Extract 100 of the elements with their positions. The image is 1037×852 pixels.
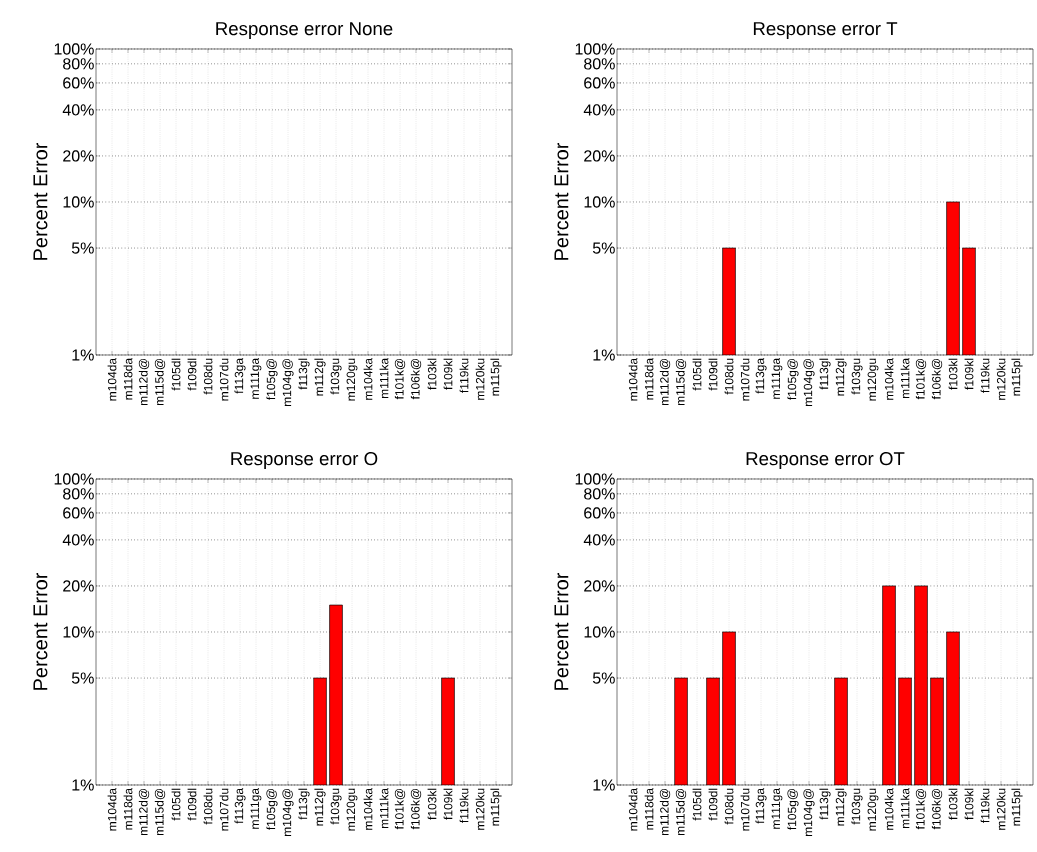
x-tick-label: f103kl	[427, 788, 437, 820]
x-tick-label: f109dl	[708, 358, 718, 391]
x-tick-label: m118da	[644, 357, 654, 400]
x-tick-label: f106k@	[410, 788, 422, 830]
x-tick-label: f113gl	[819, 788, 831, 820]
x-tick-label: f101k@	[394, 788, 406, 830]
x-tick-label: m118da	[123, 357, 133, 400]
x-tick-label: f113ga	[755, 787, 767, 824]
x-tick-label: m104g@	[282, 788, 294, 837]
x-tick-label: f106k@	[931, 358, 943, 400]
y-tick-label: 100%	[54, 473, 94, 485]
y-tick-label: 20%	[63, 150, 94, 162]
x-tick-label: f101k@	[394, 358, 406, 400]
x-tick-label: m104da	[628, 787, 638, 831]
y-tick-label: 80%	[63, 488, 94, 500]
x-tick-label: f103gu	[330, 788, 342, 825]
y-tick-label: 5%	[71, 672, 94, 684]
chart-title: Response error OT	[746, 452, 905, 469]
x-tick-label: m115pl	[1011, 788, 1023, 826]
y-tick-label: 10%	[584, 196, 615, 208]
y-tick-label: 60%	[584, 77, 615, 89]
x-tick-label: f108du	[203, 358, 213, 395]
y-tick-label: 5%	[71, 242, 94, 254]
x-tick-label: f113ga	[755, 357, 767, 394]
y-tick-label: 100%	[575, 43, 615, 55]
x-tick-label: m115pl	[490, 788, 502, 826]
x-tick-label: f106k@	[410, 358, 422, 400]
x-tick-label: f103gu	[851, 358, 863, 395]
x-tick-label: f109dl	[187, 788, 197, 821]
x-tick-label: f108du	[724, 358, 734, 395]
x-tick-label: m104ka	[884, 787, 894, 830]
x-tick-label: m115pl	[1011, 358, 1023, 396]
x-tick-label: f109dl	[708, 788, 718, 821]
x-tick-label: f101k@	[915, 788, 927, 830]
y-tick-label: 5%	[592, 672, 615, 684]
x-tick-label: f119ku	[459, 788, 469, 823]
x-tick-label: m112gl	[314, 788, 326, 826]
x-tick-label: m104da	[107, 357, 117, 401]
x-tick-label: m120gu	[867, 358, 879, 401]
x-tick-label: m118da	[123, 787, 133, 830]
y-tick-label: 40%	[62, 104, 94, 116]
x-tick-label: m115pl	[490, 358, 502, 396]
x-tick-label: m120gu	[867, 788, 879, 831]
y-tick-label: 1%	[72, 779, 94, 791]
chart-title: Response error T	[753, 22, 898, 39]
x-tick-label: m111ga	[250, 357, 262, 399]
y-tick-label: 60%	[63, 77, 94, 89]
x-tick-label: f103kl	[427, 358, 437, 390]
x-tick-label: f103kl	[948, 788, 958, 820]
x-tick-label: m115d@	[675, 358, 687, 406]
x-tick-label: f105dl	[692, 358, 702, 391]
y-tick-label: 40%	[62, 534, 94, 546]
y-tick-label: 20%	[584, 580, 615, 592]
x-tick-label: m115d@	[675, 788, 687, 836]
y-tick-label: 60%	[63, 507, 94, 519]
x-tick-label: f113ga	[234, 357, 246, 394]
x-tick-label: f113gl	[298, 358, 310, 390]
x-tick-label: f105g@	[266, 358, 278, 400]
x-tick-label: m120gu	[346, 788, 358, 831]
x-tick-label: f113ga	[234, 787, 246, 824]
x-tick-label: f103gu	[851, 788, 863, 825]
x-tick-label: f119ku	[459, 358, 469, 393]
y-tick-label: 100%	[575, 473, 615, 485]
x-tick-label: m107du	[219, 788, 229, 831]
x-tick-label: f109dl	[187, 358, 197, 391]
y-tick-label: 60%	[584, 507, 615, 519]
y-tick-label: 1%	[593, 779, 615, 791]
x-tick-label: m112d@	[659, 788, 671, 836]
x-tick-label: f105g@	[787, 788, 799, 830]
y-tick-label: 5%	[592, 242, 615, 254]
y-tick-label: 20%	[584, 150, 615, 162]
y-tick-label: 40%	[583, 534, 615, 546]
x-tick-label: f105dl	[171, 358, 181, 391]
y-axis-title: Percent Error	[554, 142, 569, 260]
y-tick-label: 40%	[583, 104, 615, 116]
y-axis-title: Percent Error	[33, 142, 48, 260]
x-tick-label: f105g@	[266, 788, 278, 830]
x-tick-label: m112gl	[314, 358, 326, 396]
x-tick-label: m104g@	[803, 788, 815, 837]
x-tick-label: m104g@	[803, 358, 815, 406]
y-tick-label: 1%	[593, 349, 615, 361]
x-tick-label: m107du	[740, 358, 750, 401]
x-tick-label: m111ga	[771, 357, 783, 399]
x-tick-label: f103gu	[330, 358, 342, 395]
x-tick-label: f119ku	[980, 788, 990, 823]
x-tick-label: m120ku	[996, 358, 1006, 400]
chart-title: Response error O	[231, 452, 378, 469]
x-tick-label: m107du	[219, 358, 229, 401]
x-tick-label: m112d@	[138, 358, 150, 406]
y-tick-label: 1%	[72, 349, 94, 361]
x-tick-label: f101k@	[915, 358, 927, 400]
x-tick-label: m111ka	[379, 357, 389, 399]
x-tick-label: m111ka	[900, 357, 910, 399]
x-tick-label: m104g@	[282, 358, 294, 406]
x-tick-label: m120ku	[475, 788, 485, 830]
x-tick-label: f106k@	[931, 788, 943, 830]
x-tick-label: m104da	[628, 357, 638, 401]
x-tick-label: f103kl	[948, 358, 958, 390]
y-tick-label: 80%	[584, 488, 615, 500]
x-tick-label: m120ku	[475, 358, 485, 400]
